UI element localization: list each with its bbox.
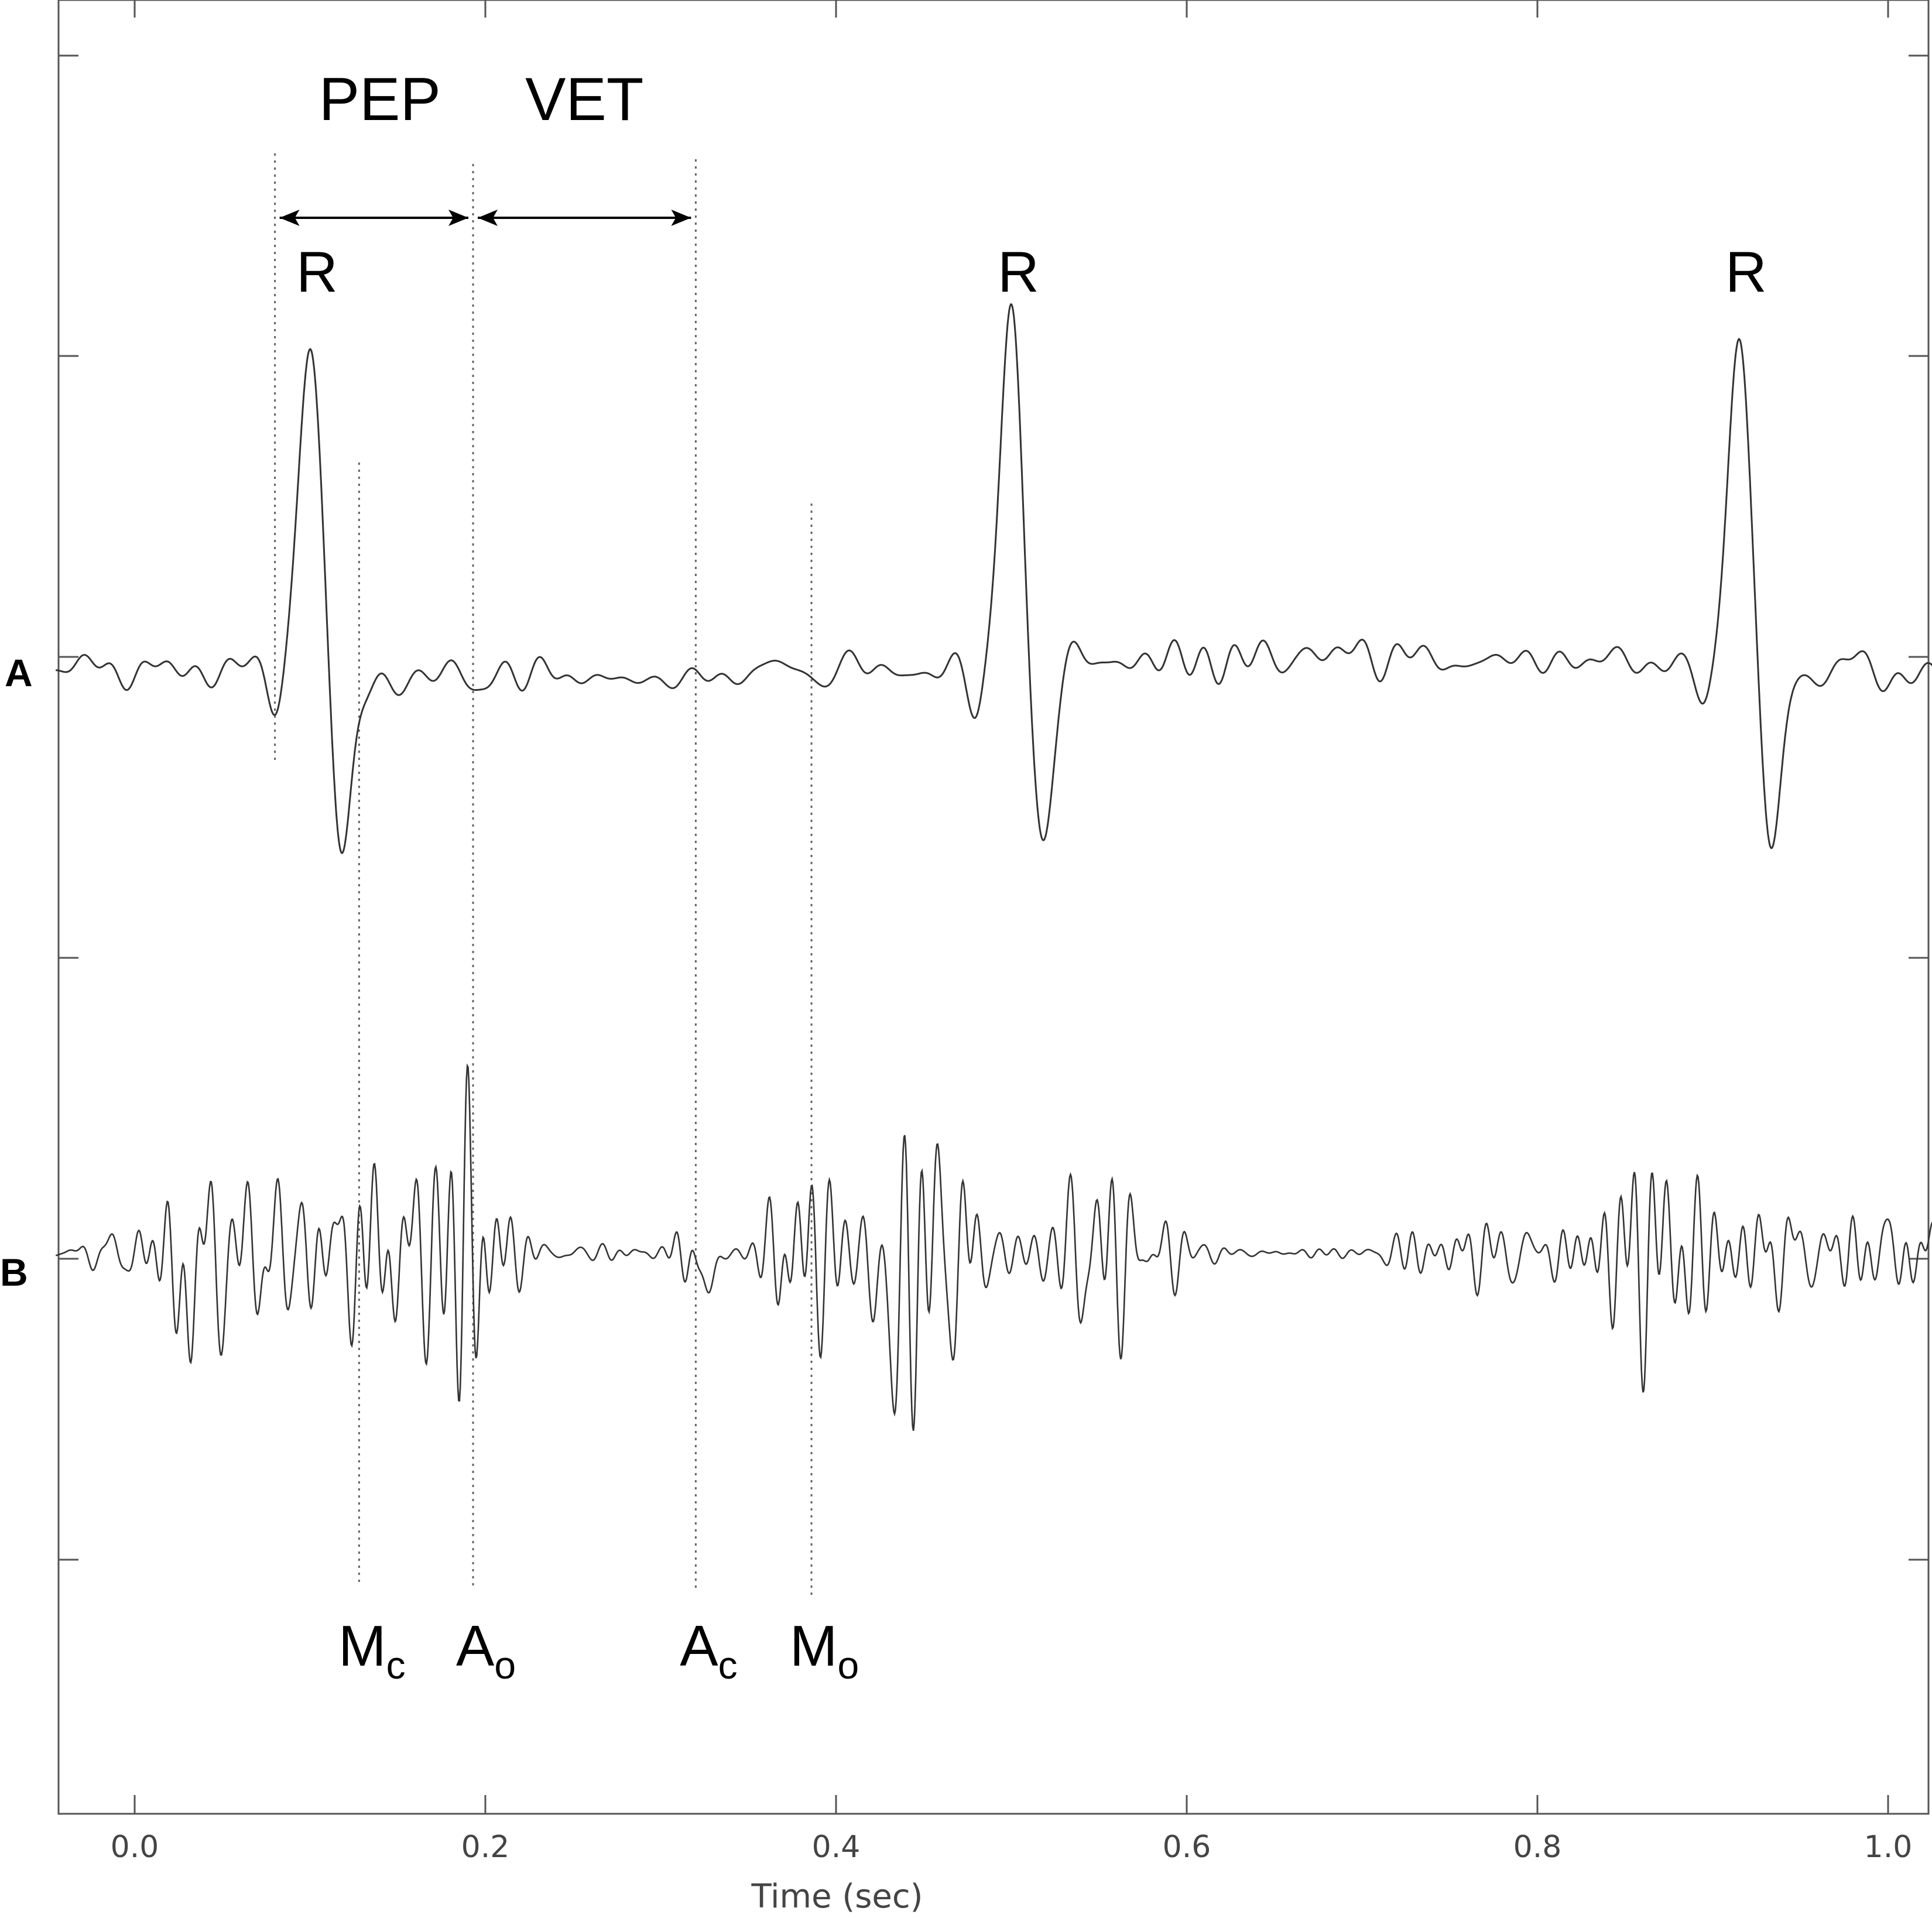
interval-label-vet: VET [525, 66, 643, 133]
y-axis-ticks [59, 54, 1928, 1561]
traces [56, 303, 1932, 1431]
event-label: Mc [338, 1614, 406, 1687]
x-tick-label: 0.8 [1513, 1830, 1562, 1865]
plot-frame [57, 0, 1930, 1815]
interval-label-pep: PEP [319, 66, 441, 133]
r-peak-label: R [1725, 239, 1767, 304]
arrowhead-left [478, 210, 498, 226]
series-label-b: B [0, 1251, 28, 1294]
event-label: Mo [790, 1614, 859, 1687]
x-tick-label: 0.4 [812, 1830, 861, 1865]
r-peak-label: R [998, 239, 1039, 304]
trace-a [56, 303, 1932, 854]
x-axis: 0.0 0.2 0.4 0.6 0.8 1.0 [111, 0, 1913, 1865]
x-tick-label: 0.0 [111, 1830, 159, 1865]
arrowhead-left [279, 210, 300, 226]
event-label: Ao [456, 1614, 516, 1687]
x-tick-label: 0.6 [1163, 1830, 1211, 1865]
event-label: Ac [680, 1614, 737, 1687]
x-tick-label: 0.2 [461, 1830, 510, 1865]
series-label-a: A [5, 651, 33, 694]
x-tick-label: 1.0 [1864, 1830, 1913, 1865]
arrowhead-right [448, 210, 469, 226]
arrowhead-right [671, 210, 691, 226]
x-axis-label: Time (sec) [751, 1878, 923, 1916]
trace-b [56, 1063, 1932, 1431]
r-peak-label: R [296, 239, 338, 304]
annotations: PEP VET R R R Mc Ao Ac Mo [279, 66, 1767, 1687]
event-markers [274, 153, 813, 1600]
